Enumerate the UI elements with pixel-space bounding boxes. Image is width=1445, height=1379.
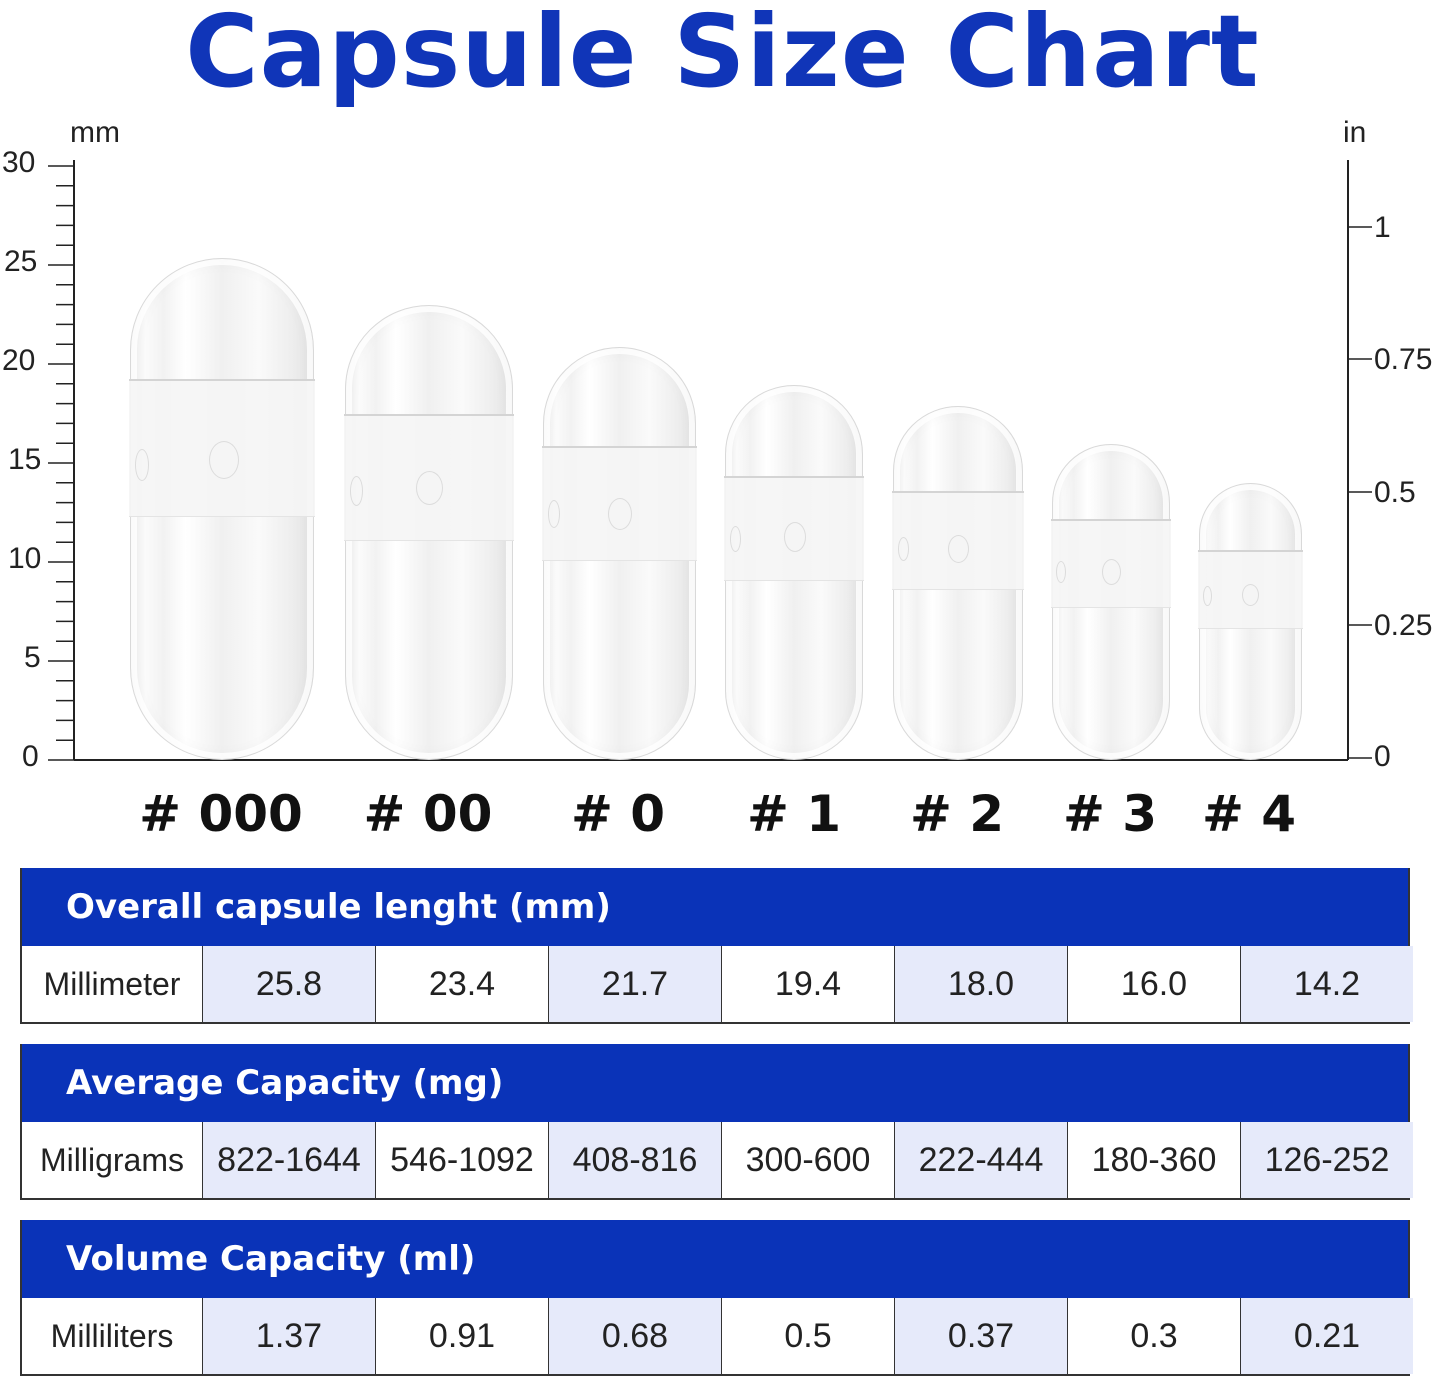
capsule-3-image (1051, 444, 1171, 760)
table-cell: 0.5 (721, 1298, 894, 1374)
table-cell: 222-444 (894, 1122, 1067, 1198)
right-tick: 1 (1374, 211, 1391, 244)
left-tick: 30 (2, 146, 36, 179)
volume-ml-table-header: Volume Capacity (ml) (22, 1220, 1408, 1298)
size-label-4: # 4 (1201, 785, 1297, 843)
size-label-1: # 1 (746, 785, 842, 843)
left-tick: 25 (4, 245, 38, 278)
capsule-1-image (724, 385, 864, 760)
table-row: Milligrams 822-1644 546-1092 408-816 300… (22, 1122, 1413, 1198)
table-row: Milliliters 1.37 0.91 0.68 0.5 0.37 0.3 … (22, 1298, 1413, 1374)
table-cell: 0.68 (548, 1298, 721, 1374)
table-cell: 546-1092 (375, 1122, 548, 1198)
table-cell: 18.0 (894, 946, 1067, 1022)
left-tick: 0 (22, 740, 39, 773)
capacity-mg-table-header: Average Capacity (mg) (22, 1044, 1408, 1122)
table-cell: 126-252 (1240, 1122, 1413, 1198)
volume-ml-table: Volume Capacity (ml) Milliliters 1.37 0.… (20, 1220, 1413, 1376)
capacity-mg-table: Average Capacity (mg) Milligrams 822-164… (20, 1044, 1413, 1200)
table-cell: 408-816 (548, 1122, 721, 1198)
left-tick: 20 (2, 344, 36, 377)
right-tick: 0.25 (1374, 609, 1433, 642)
length-table: Overall capsule lenght (mm) Millimeter 2… (20, 868, 1413, 1024)
left-tick: 15 (8, 443, 42, 476)
right-tick: 0.5 (1374, 476, 1416, 509)
table-cell: 0.91 (375, 1298, 548, 1374)
table-cell: 14.2 (1240, 946, 1413, 1022)
table-cell: 16.0 (1067, 946, 1240, 1022)
row-label: Milliliters (50, 1317, 174, 1354)
table-row: Millimeter 25.8 23.4 21.7 19.4 18.0 16.0… (22, 946, 1413, 1022)
size-label-00: # 00 (363, 785, 493, 843)
row-label: Millimeter (43, 965, 181, 1002)
size-label-2: # 2 (909, 785, 1005, 843)
length-table-header: Overall capsule lenght (mm) (22, 868, 1408, 946)
right-tick: 0.75 (1374, 343, 1433, 376)
right-axis-unit: in (1343, 116, 1367, 149)
table-cell: 0.37 (894, 1298, 1067, 1374)
size-label-000: # 000 (139, 785, 303, 843)
left-axis-unit: mm (70, 116, 120, 149)
capsule-size-chart: mm in 30 25 20 15 10 5 0 1 0.75 0.5 0.25… (2, 116, 1433, 843)
table-cell: 300-600 (721, 1122, 894, 1198)
capsule-00-image (344, 305, 514, 760)
capsule-4-image (1198, 483, 1303, 760)
table-cell: 180-360 (1067, 1122, 1240, 1198)
left-tick: 5 (24, 641, 41, 674)
row-label: Milligrams (40, 1141, 184, 1178)
capsule-000-image (129, 258, 315, 760)
table-cell: 21.7 (548, 946, 721, 1022)
right-tick: 0 (1374, 740, 1391, 773)
table-cell: 0.3 (1067, 1298, 1240, 1374)
chart-axes (48, 160, 1372, 761)
left-tick: 10 (8, 542, 42, 575)
table-cell: 25.8 (202, 946, 375, 1022)
size-label-0: # 0 (570, 785, 666, 843)
table-cell: 19.4 (721, 946, 894, 1022)
table-cell: 822-1644 (202, 1122, 375, 1198)
table-cell: 23.4 (375, 946, 548, 1022)
capsule-0-image (542, 347, 697, 760)
page-title: Capsule Size Chart (185, 0, 1260, 110)
capsule-2-image (892, 406, 1024, 760)
table-cell: 1.37 (202, 1298, 375, 1374)
size-label-3: # 3 (1062, 785, 1158, 843)
table-cell: 0.21 (1240, 1298, 1413, 1374)
